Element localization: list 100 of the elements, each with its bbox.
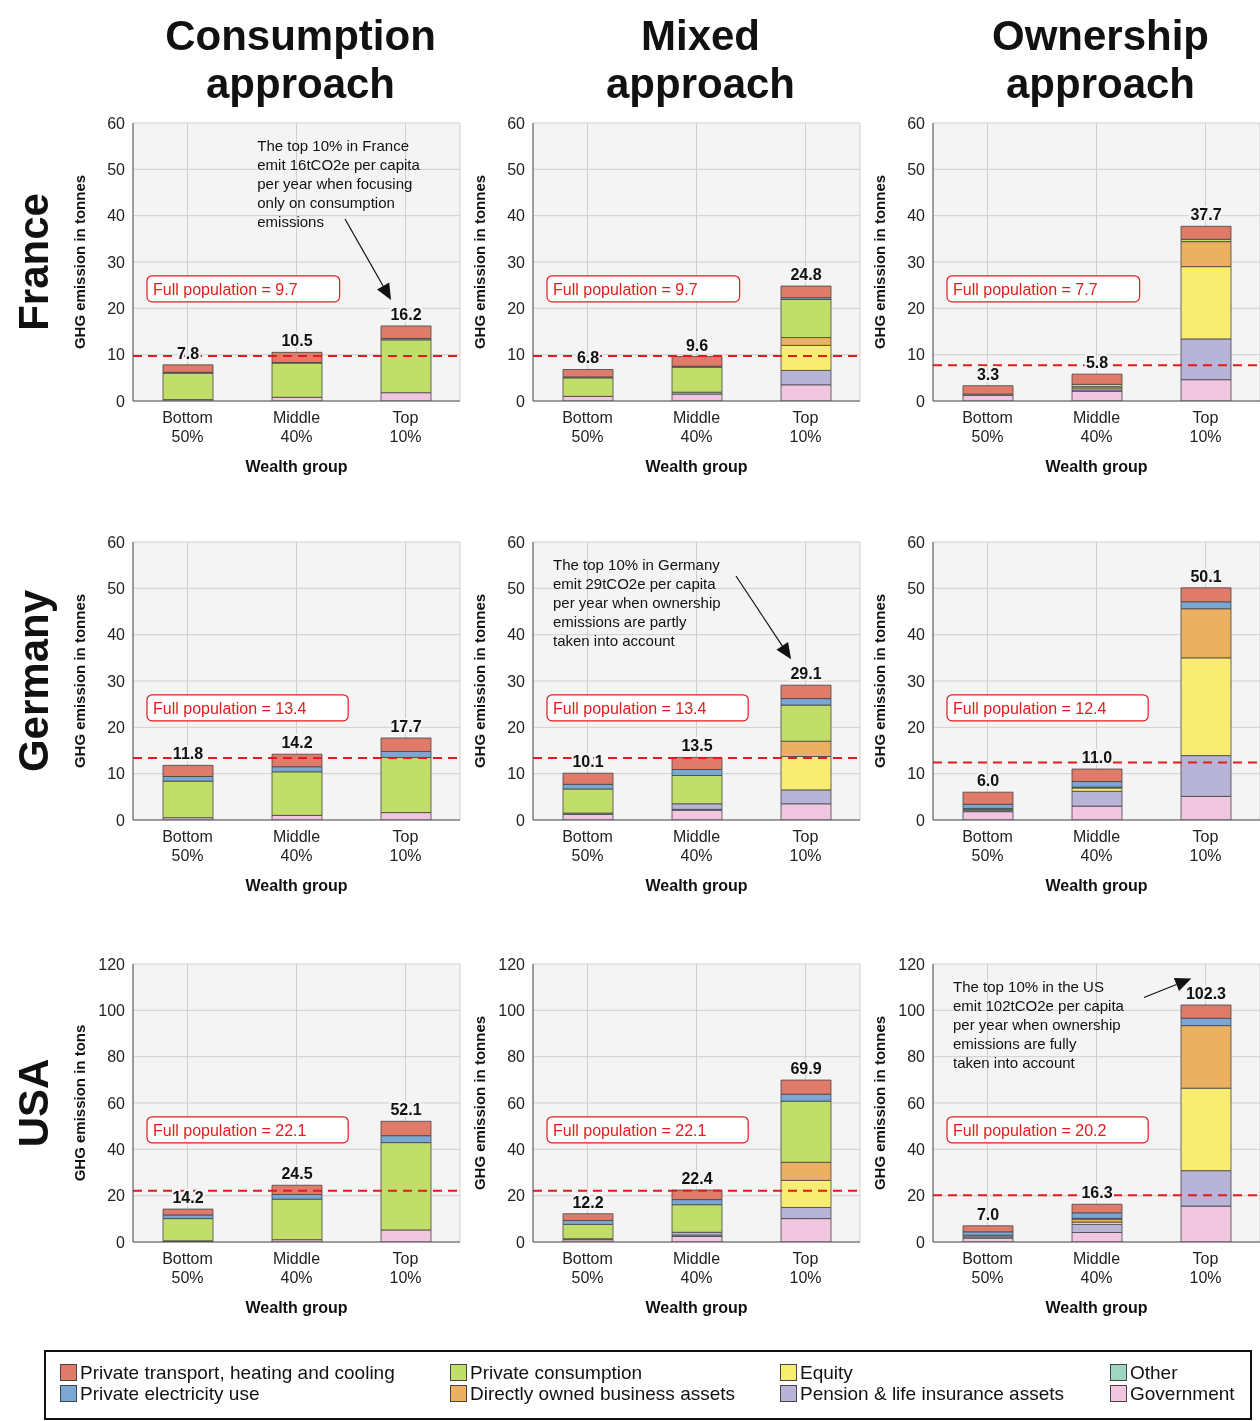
y-tick-label: 50 <box>107 161 126 179</box>
y-tick-label: 0 <box>116 392 126 410</box>
y-axis-title: GHG emission in tonnes <box>71 593 89 769</box>
total-label: 14.2 <box>172 1189 204 1207</box>
ref-line-label: Full population = 12.4 <box>953 699 1107 717</box>
y-tick-label: 40 <box>907 1141 926 1159</box>
x-tick-label: Bottom 50% <box>962 409 1013 445</box>
y-tick-label: 0 <box>516 1233 526 1251</box>
x-tick-label: Bottom 50% <box>162 828 213 864</box>
y-tick-label: 50 <box>907 580 926 598</box>
y-axis-title: GHG emission in tonnes <box>471 174 489 350</box>
total-label: 22.4 <box>681 1170 713 1188</box>
total-label: 69.9 <box>790 1060 822 1078</box>
y-tick-label: 40 <box>107 207 126 225</box>
y-tick-label: 20 <box>907 300 926 318</box>
total-label: 16.2 <box>390 305 422 323</box>
x-tick-label: Top 10% <box>789 409 822 445</box>
x-tick-label: Middle 40% <box>272 409 321 445</box>
ref-line-label: Full population = 22.1 <box>153 1121 307 1139</box>
x-tick-label: Middle 40% <box>272 1250 321 1286</box>
y-tick-label: 60 <box>907 1094 926 1112</box>
y-tick-label: 20 <box>507 719 526 737</box>
y-tick-label: 20 <box>107 1187 126 1205</box>
total-label: 24.5 <box>281 1165 313 1183</box>
y-tick-label: 0 <box>116 1233 126 1251</box>
x-tick-label: Bottom 50% <box>562 1250 613 1286</box>
y-tick-label: 80 <box>907 1048 926 1066</box>
y-tick-label: 20 <box>507 300 526 318</box>
y-tick-label: 0 <box>516 811 526 829</box>
x-tick-label: Middle 40% <box>272 828 321 864</box>
total-label: 37.7 <box>1190 206 1222 224</box>
x-axis-title: Wealth group <box>245 877 348 894</box>
y-tick-label: 0 <box>916 811 926 829</box>
total-label: 9.6 <box>685 336 709 354</box>
y-tick-label: 40 <box>907 207 926 225</box>
y-tick-label: 30 <box>507 672 526 690</box>
y-tick-label: 40 <box>107 1141 126 1159</box>
y-tick-label: 60 <box>507 1094 526 1112</box>
x-tick-label: Middle 40% <box>1072 409 1121 445</box>
ref-line-label: Full population = 9.7 <box>553 280 698 298</box>
legend-label: Pension & life insurance assets <box>799 1383 1066 1404</box>
y-tick-label: 50 <box>107 580 126 598</box>
y-tick-label: 20 <box>107 719 126 737</box>
annotation: The top 10% in Germany emit 29tCO2e per capita per year when ownership emissions are partly taken into account <box>553 556 721 649</box>
legend-label: Equity <box>799 1362 854 1383</box>
legend-label: Directly owned business assets <box>469 1383 737 1404</box>
total-label: 10.1 <box>572 753 604 771</box>
x-tick-label: Middle 40% <box>672 409 721 445</box>
y-tick-label: 50 <box>507 161 526 179</box>
x-axis-title: Wealth group <box>645 877 748 894</box>
x-axis-title: Wealth group <box>245 1299 348 1316</box>
y-tick-label: 60 <box>907 114 926 132</box>
x-tick-label: Top 10% <box>389 1250 422 1286</box>
total-label: 50.1 <box>1190 567 1222 585</box>
annotation: The top 10% in France emit 16tCO2e per capita per year when focusing only on consumption emissions <box>257 137 421 230</box>
chart-title: Ownership approach <box>990 11 1210 108</box>
y-axis-title: GHG emission in tonnes <box>871 174 889 350</box>
y-axis-title: GHG emission in tonnes <box>71 174 89 350</box>
y-tick-label: 0 <box>916 392 926 410</box>
x-axis-title: Wealth group <box>1045 458 1148 475</box>
total-label: 29.1 <box>790 665 822 683</box>
total-label: 11.0 <box>1081 749 1113 767</box>
y-tick-label: 40 <box>907 626 926 644</box>
total-label: 6.0 <box>976 772 1000 790</box>
legend-label: Government <box>1129 1383 1236 1404</box>
total-label: 17.7 <box>390 717 422 735</box>
x-tick-label: Bottom 50% <box>962 828 1013 864</box>
y-tick-label: 60 <box>507 533 526 551</box>
legend-label: Other <box>1129 1362 1179 1383</box>
ref-line-label: Full population = 13.4 <box>153 699 307 717</box>
x-tick-label: Middle 40% <box>1072 828 1121 864</box>
x-axis-title: Wealth group <box>645 1299 748 1316</box>
x-tick-label: Top 10% <box>1189 409 1222 445</box>
total-label: 7.0 <box>976 1205 1000 1223</box>
y-tick-label: 120 <box>498 955 526 973</box>
y-tick-label: 80 <box>107 1048 126 1066</box>
x-axis-title: Wealth group <box>245 458 348 475</box>
ref-line-label: Full population = 20.2 <box>953 1121 1107 1139</box>
y-tick-label: 60 <box>107 533 126 551</box>
y-tick-label: 10 <box>507 765 526 783</box>
legend-label: Private consumption <box>469 1362 644 1383</box>
x-axis-title: Wealth group <box>1045 1299 1148 1316</box>
y-tick-label: 10 <box>907 765 926 783</box>
y-tick-label: 10 <box>107 765 126 783</box>
x-tick-label: Top 10% <box>389 828 422 864</box>
x-tick-label: Bottom 50% <box>162 1250 213 1286</box>
chart-title: Mixed approach <box>604 11 796 108</box>
y-tick-label: 60 <box>507 114 526 132</box>
total-label: 3.3 <box>976 365 1000 383</box>
ref-line-label: Full population = 13.4 <box>553 699 707 717</box>
total-label: 52.1 <box>390 1101 422 1119</box>
annotation: The top 10% in the US emit 102tCO2e per capita per year when ownership emissions are fully taken into account <box>953 978 1125 1071</box>
x-tick-label: Bottom 50% <box>162 409 213 445</box>
total-label: 10.5 <box>281 332 313 350</box>
y-tick-label: 120 <box>98 955 126 973</box>
total-label: 13.5 <box>681 737 713 755</box>
y-tick-label: 100 <box>498 1002 526 1020</box>
y-axis-title: GHG emission in tonnes <box>871 1015 889 1191</box>
y-tick-label: 50 <box>507 580 526 598</box>
y-axis-title: GHG emission in tonnes <box>871 593 889 769</box>
